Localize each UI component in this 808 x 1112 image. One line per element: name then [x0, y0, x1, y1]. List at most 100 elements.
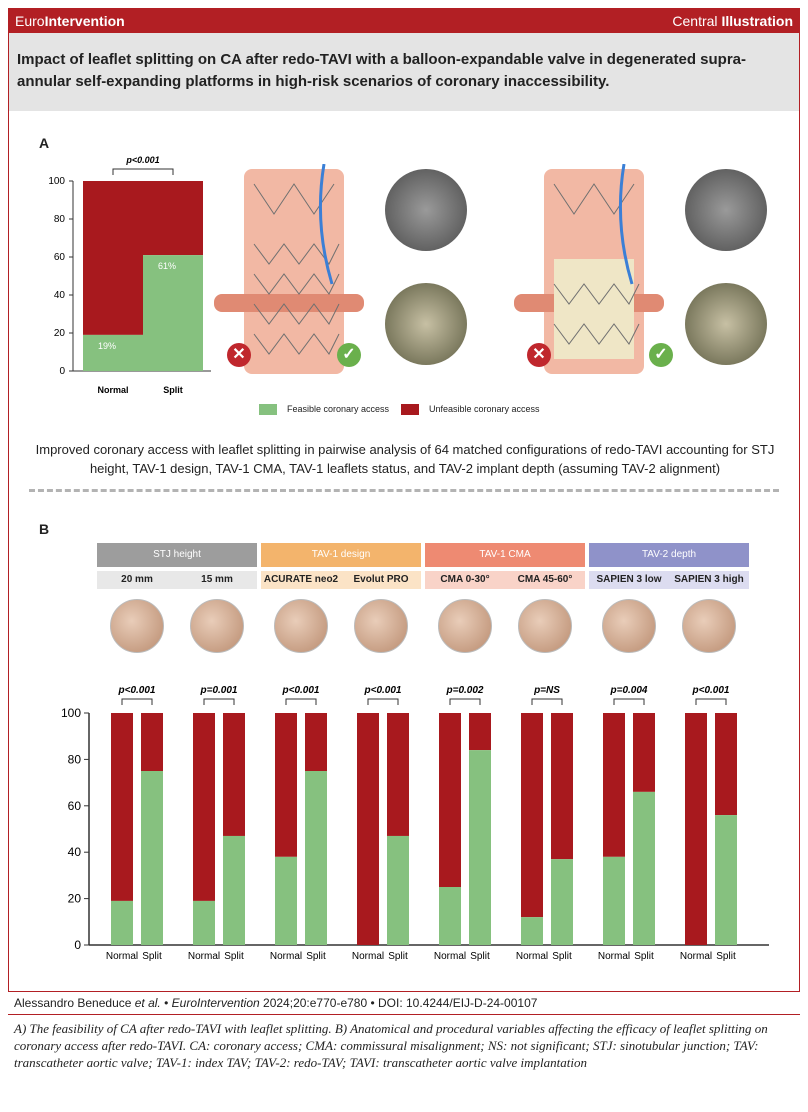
legend-unfeasible: Unfeasible coronary access — [401, 404, 540, 416]
b-pvalue-bracket — [695, 698, 727, 705]
a-ytick-label: 80 — [54, 214, 66, 225]
a-pvalue-label: p<0.001 — [125, 155, 159, 165]
citation-separator: • — [160, 996, 172, 1010]
b-bar-unfeasible — [275, 713, 297, 857]
a-data-label: 19% — [98, 341, 116, 351]
cma-45-60-icon — [518, 599, 572, 653]
citation-details: 2024;20:e770-e780 • DOI: 10.4244/EIJ-D-2… — [259, 996, 538, 1010]
b-category-label: Split — [552, 951, 572, 962]
feasible-mark-icon: ✓ — [337, 343, 361, 367]
panel-a-chart: 0 20 40 60 80 100 19% Normal 61% Split p<0.001 — [48, 155, 211, 395]
sublabel-acurate: ACURATE neo2 — [261, 571, 341, 589]
brand-suffix: Intervention — [44, 13, 125, 29]
unfeasible-mark-icon: ✕ — [227, 343, 251, 367]
b-bar-feasible — [305, 771, 327, 945]
a-bar-feasible — [83, 334, 143, 371]
citation-etal: et al. — [134, 996, 161, 1010]
b-category-label: Split — [142, 951, 162, 962]
b-pvalue-bracket — [367, 698, 399, 705]
a-ytick-label: 40 — [54, 290, 66, 301]
sapien-low-icon — [602, 599, 656, 653]
b-ytick-label: 100 — [61, 706, 81, 720]
tag-tav1-cma: TAV-1 CMA — [425, 543, 585, 567]
legend-feasible-label: Feasible coronary access — [287, 404, 390, 414]
b-bar-feasible — [469, 750, 491, 945]
panel-a-letter: A — [39, 135, 50, 151]
legend-feasible: Feasible coronary access — [259, 404, 390, 416]
a-category-label: Normal — [97, 385, 128, 395]
b-pvalue-label: p<0.001 — [364, 685, 402, 696]
b-bar-feasible — [603, 856, 625, 945]
b-bar-unfeasible — [305, 713, 327, 771]
legend-unfeasible-label: Unfeasible coronary access — [429, 404, 540, 414]
b-pvalue-label: p=0.002 — [446, 685, 484, 696]
header-bar: EuroIntervention Central Illustration — [9, 9, 799, 33]
citation-journal: EuroIntervention — [171, 996, 260, 1010]
b-bar-feasible — [387, 835, 409, 945]
aortic-root-shape — [244, 169, 344, 374]
b-pvalue-bracket — [203, 698, 235, 705]
a-ytick-label: 100 — [48, 176, 65, 187]
b-bar-feasible — [141, 771, 163, 945]
feasible-mark-icon-right: ✓ — [649, 343, 673, 367]
central-illustration-label: Central Illustration — [672, 13, 793, 29]
valve-illustration-right — [514, 164, 664, 374]
journal-brand: EuroIntervention — [15, 13, 125, 29]
central-suffix: Illustration — [721, 13, 793, 29]
sapien-high-icon — [682, 599, 736, 653]
b-bar-unfeasible — [193, 713, 215, 901]
b-bar-unfeasible — [551, 713, 573, 860]
b-pvalue-label: p=0.001 — [200, 685, 238, 696]
sublabel-15mm: 15 mm — [177, 571, 257, 589]
b-bar-unfeasible — [357, 713, 379, 945]
a-category-label: Split — [163, 385, 183, 395]
b-category-label: Normal — [434, 951, 466, 962]
b-pvalue-bracket — [285, 698, 317, 705]
b-category-label: Normal — [270, 951, 302, 962]
b-bar-unfeasible — [521, 713, 543, 918]
b-pvalue-label: p<0.001 — [118, 685, 156, 696]
a-bar-unfeasible — [143, 181, 203, 256]
fluoroscopy-image-icon — [385, 169, 467, 251]
b-bar-unfeasible — [685, 713, 707, 945]
stj-15mm-icon — [190, 599, 244, 653]
sublabel-20mm: 20 mm — [97, 571, 177, 589]
sublabel-cma-45-60: CMA 45-60° — [505, 571, 585, 589]
b-bar-unfeasible — [223, 713, 245, 836]
b-category-label: Normal — [516, 951, 548, 962]
b-pvalue-label: p<0.001 — [692, 685, 730, 696]
b-bar-feasible — [551, 859, 573, 945]
b-pvalue-bracket — [449, 698, 481, 705]
b-bar-unfeasible — [111, 713, 133, 901]
panel-a-caption: Improved coronary access with leaflet sp… — [35, 442, 775, 476]
legend-unfeasible-swatch — [401, 404, 419, 416]
b-category-label: Normal — [106, 951, 138, 962]
b-bar-feasible — [275, 856, 297, 945]
b-bar-feasible — [633, 791, 655, 945]
brand-prefix: Euro — [15, 13, 45, 29]
b-ytick-label: 20 — [68, 892, 82, 906]
sublabel-evolut: Evolut PRO — [341, 571, 421, 589]
evolut-pro-icon — [354, 599, 408, 653]
a-pvalue-bracket — [112, 168, 174, 175]
central-prefix: Central — [672, 13, 722, 29]
figure-title: Impact of leaflet splitting on CA after … — [17, 51, 747, 90]
a-ytick-label: 20 — [54, 328, 66, 339]
stj-20mm-icon — [110, 599, 164, 653]
panel-b-chart: 0 20 40 60 80 100 Normal Split p<0.001 Normal Spli… — [61, 685, 769, 962]
b-category-label: Split — [634, 951, 654, 962]
b-category-label: Normal — [352, 951, 384, 962]
a-ytick-label: 60 — [54, 252, 66, 263]
coronary-ostium-shape — [214, 294, 364, 312]
unfeasible-mark-icon-right: ✕ — [527, 343, 551, 367]
b-ytick-label: 0 — [74, 938, 81, 952]
footer-divider — [8, 1014, 800, 1015]
citation-line: Alessandro Beneduce et al. • EuroInterve… — [14, 996, 537, 1010]
guidewire-shape-right — [618, 164, 634, 285]
b-bar-unfeasible — [603, 713, 625, 857]
b-bar-feasible — [521, 917, 543, 945]
b-category-label: Normal — [598, 951, 630, 962]
panel-divider — [29, 489, 779, 492]
b-pvalue-label: p=NS — [533, 685, 560, 696]
b-pvalue-bracket — [531, 698, 563, 705]
